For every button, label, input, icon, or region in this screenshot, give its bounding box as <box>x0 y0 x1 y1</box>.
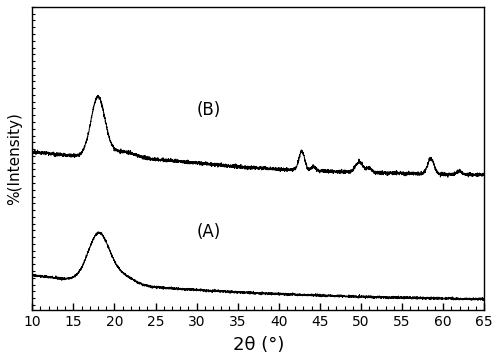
X-axis label: 2θ (°): 2θ (°) <box>232 336 284 354</box>
Text: (A): (A) <box>196 223 221 241</box>
Y-axis label: %(Intensity): %(Intensity) <box>7 112 22 205</box>
Text: (B): (B) <box>196 101 221 119</box>
